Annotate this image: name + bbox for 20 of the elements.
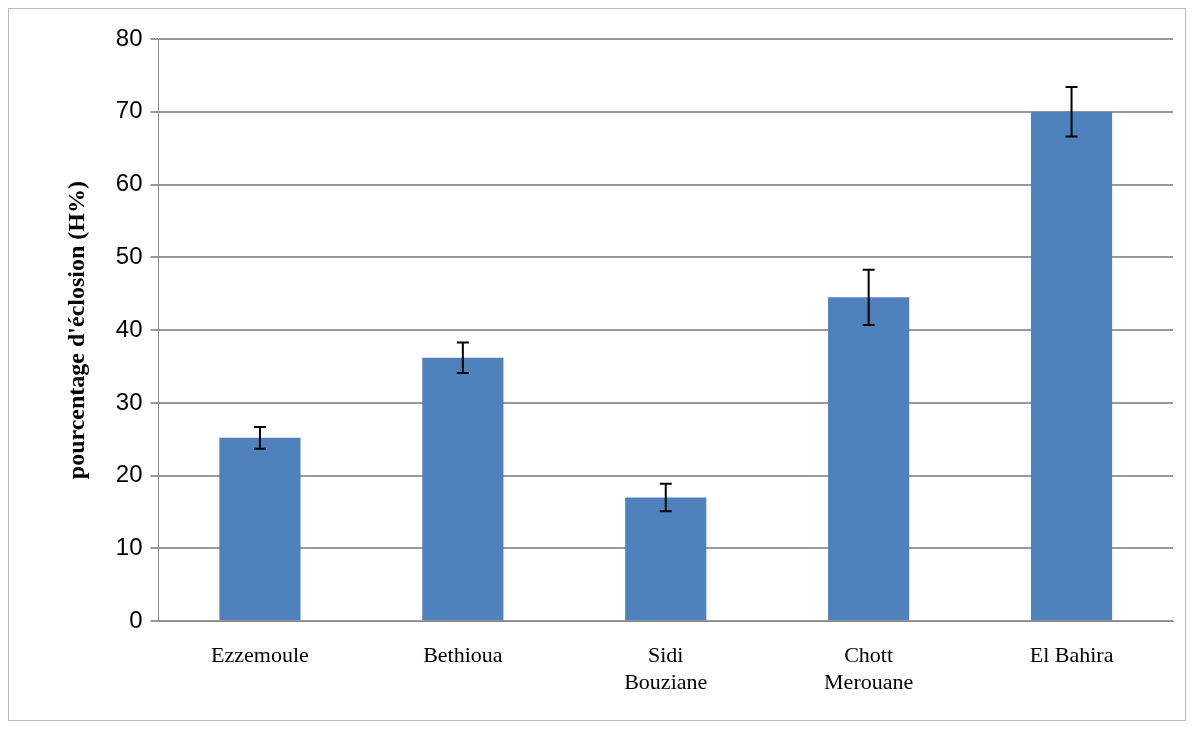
- y-tick-label: 60: [115, 169, 143, 197]
- bar: [1030, 111, 1113, 621]
- x-tick-label: Sidi Bouziane: [624, 642, 708, 694]
- x-tick-label: Chott Merouane: [824, 642, 914, 694]
- x-tick-label: El Bahira: [1029, 642, 1114, 668]
- bar: [219, 437, 301, 621]
- bar: [422, 357, 504, 621]
- bar: [625, 497, 707, 621]
- y-tick-label: 40: [115, 314, 143, 342]
- y-tick-label: 0: [129, 605, 143, 633]
- x-tick-label: Bethioua: [423, 642, 503, 668]
- y-axis-title: pourcentage d'éclosion (H%): [62, 180, 89, 480]
- y-tick-label: 50: [115, 241, 143, 269]
- y-tick-label: 80: [115, 23, 143, 51]
- bar: [828, 297, 910, 621]
- x-tick-label: Ezzemoule: [211, 642, 309, 668]
- y-tick-label: 20: [115, 460, 143, 488]
- y-tick-label: 70: [115, 96, 143, 124]
- y-tick-label: 30: [115, 387, 143, 415]
- y-tick-label: 10: [115, 533, 143, 561]
